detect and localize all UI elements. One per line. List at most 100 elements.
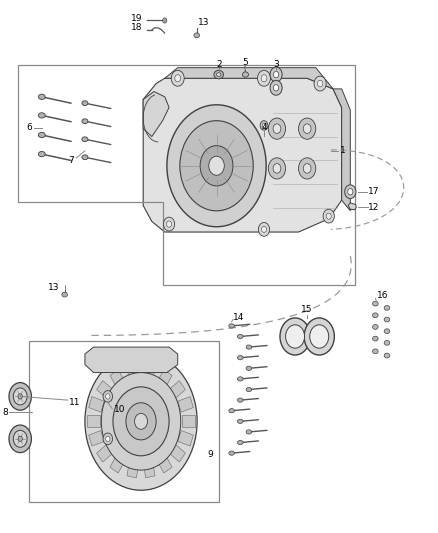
Polygon shape [165,68,333,89]
Circle shape [318,80,323,87]
Circle shape [18,436,22,441]
Text: 5: 5 [243,59,248,67]
Circle shape [134,414,148,429]
Circle shape [303,164,311,173]
Text: 11: 11 [69,398,81,407]
Text: 2: 2 [216,60,222,69]
Ellipse shape [373,325,378,329]
Text: 16: 16 [377,290,389,300]
Text: 14: 14 [233,313,244,322]
Polygon shape [182,416,195,427]
Ellipse shape [82,155,88,160]
Circle shape [103,391,113,402]
Polygon shape [110,369,125,387]
Text: 4: 4 [261,123,267,132]
Circle shape [348,189,353,195]
Circle shape [106,394,110,399]
Text: 7: 7 [68,156,74,165]
Circle shape [286,325,304,348]
Ellipse shape [229,324,234,328]
Polygon shape [170,381,185,398]
Ellipse shape [384,341,390,345]
Circle shape [262,123,266,127]
Polygon shape [89,431,104,446]
Circle shape [310,325,329,348]
Circle shape [101,373,181,470]
Polygon shape [143,92,169,136]
Circle shape [13,430,27,447]
Circle shape [268,118,286,139]
Circle shape [175,75,180,82]
Ellipse shape [237,440,243,445]
Circle shape [326,213,331,219]
Circle shape [13,388,27,405]
Text: 9: 9 [207,450,213,459]
Polygon shape [97,445,113,462]
Circle shape [258,70,271,86]
Circle shape [209,156,224,175]
Circle shape [113,387,169,456]
Polygon shape [87,416,100,427]
Text: 17: 17 [367,187,379,196]
Ellipse shape [246,430,252,434]
Text: 6: 6 [27,123,32,132]
Text: 3: 3 [273,60,279,69]
Ellipse shape [373,301,378,306]
Polygon shape [110,456,125,473]
Ellipse shape [237,419,243,423]
Circle shape [106,436,110,441]
Polygon shape [85,347,178,373]
Ellipse shape [384,353,390,358]
Ellipse shape [229,409,234,413]
Polygon shape [97,381,113,398]
Circle shape [280,318,310,355]
Polygon shape [178,397,193,412]
Ellipse shape [246,345,252,349]
Polygon shape [143,78,342,232]
Ellipse shape [39,151,45,157]
Circle shape [166,221,172,227]
Ellipse shape [373,336,378,341]
Circle shape [270,80,282,95]
Circle shape [103,433,113,445]
Ellipse shape [194,33,199,38]
Circle shape [304,318,334,355]
Circle shape [260,120,268,130]
Polygon shape [127,365,138,380]
Circle shape [162,18,167,23]
Ellipse shape [237,334,243,338]
Circle shape [180,120,253,211]
Ellipse shape [39,113,45,118]
Circle shape [303,124,311,133]
Circle shape [273,164,281,173]
Ellipse shape [82,101,88,106]
Ellipse shape [39,132,45,138]
Ellipse shape [229,451,234,455]
Circle shape [9,425,32,453]
Ellipse shape [373,349,378,354]
Polygon shape [170,445,185,462]
Ellipse shape [384,329,390,334]
Circle shape [163,217,175,231]
Ellipse shape [373,313,378,318]
Polygon shape [348,203,357,210]
Ellipse shape [246,366,252,370]
Ellipse shape [237,398,243,402]
Circle shape [270,67,282,82]
Circle shape [18,394,22,399]
Ellipse shape [82,119,88,124]
Text: 13: 13 [48,282,59,292]
Polygon shape [333,89,350,211]
Circle shape [85,352,197,490]
Circle shape [273,71,279,78]
Circle shape [299,118,316,139]
Ellipse shape [246,387,252,392]
Ellipse shape [237,377,243,381]
Polygon shape [89,397,104,412]
Circle shape [126,403,156,440]
Polygon shape [144,463,155,478]
Polygon shape [144,365,155,380]
Ellipse shape [384,305,390,310]
Circle shape [171,70,184,86]
Circle shape [345,185,356,199]
